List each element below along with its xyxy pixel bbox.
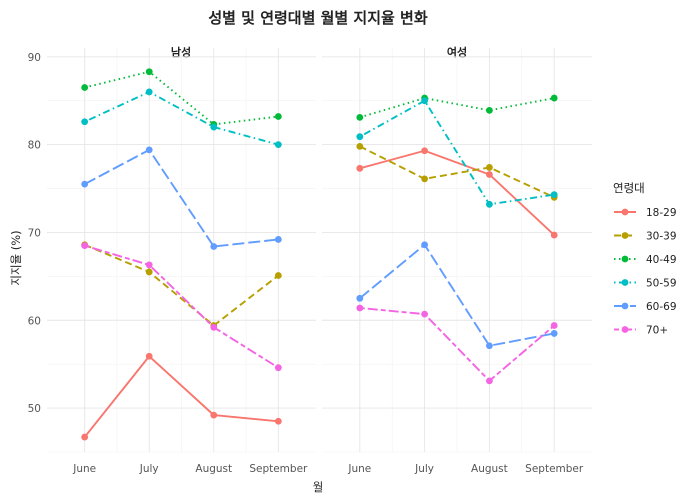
data-point-70+ [356, 304, 364, 312]
y-tick-label: 80 [28, 140, 41, 152]
x-tick-label: June [347, 463, 371, 475]
data-point-60-69 [145, 146, 153, 154]
legend-key-point [621, 255, 629, 263]
data-point-60-69 [210, 243, 218, 250]
data-point-18-29 [486, 171, 493, 178]
data-point-70+ [210, 323, 218, 331]
x-axis-ticks: June July August September June July August Sep… [72, 463, 584, 475]
data-point-30-39 [421, 175, 428, 183]
data-point-70+ [486, 377, 493, 385]
legend-item-30-39: 30-39 [614, 231, 677, 243]
data-point-50-59 [421, 97, 428, 105]
data-point-40-49 [145, 68, 153, 76]
legend-label: 60-69 [646, 301, 677, 313]
data-point-18-29 [356, 164, 364, 172]
legend-item-50-59: 50-59 [614, 278, 677, 290]
y-tick-label: 90 [28, 52, 41, 64]
data-point-60-69 [356, 294, 364, 302]
legend-item-18-29: 18-29 [614, 207, 677, 219]
data-point-18-29 [210, 411, 218, 419]
data-point-40-49 [356, 113, 364, 121]
series-line-50-59 [359, 99, 555, 206]
legend: 연령대 18-29 30-39 40-49 50-59 60-69 70+ [613, 181, 677, 337]
x-tick-label: September [249, 463, 308, 475]
data-point-50-59 [81, 118, 89, 126]
data-point-40-49 [550, 94, 558, 102]
legend-label: 18-29 [646, 207, 677, 219]
x-tick-label: June [72, 463, 96, 475]
data-point-60-69 [274, 236, 282, 243]
facet-label-left: 남성 [171, 45, 191, 59]
data-point-40-49 [486, 106, 493, 114]
data-point-18-29 [145, 352, 153, 360]
series-line-70+ [84, 244, 279, 369]
data-point-70+ [550, 322, 558, 329]
legend-key-point [621, 326, 629, 333]
y-tick-label: 60 [28, 315, 41, 327]
legend-key-point [621, 232, 629, 239]
data-point-30-39 [145, 268, 153, 276]
data-point-30-39 [486, 164, 493, 171]
data-point-50-59 [550, 191, 558, 199]
chart-title: 성별 및 연령대별 월별 지지율 변화 [208, 9, 428, 27]
series-line-60-69 [359, 243, 555, 347]
data-point-40-49 [81, 84, 89, 91]
data-point-50-59 [210, 123, 218, 131]
legend-item-70+: 70+ [614, 325, 668, 337]
x-tick-label: August [195, 463, 232, 475]
series-line-40-49 [359, 97, 555, 119]
x-tick-label: September [525, 463, 584, 475]
data-point-50-59 [356, 133, 364, 141]
x-tick-label: July [414, 463, 434, 475]
y-axis-ticks: 50 60 70 80 90 [28, 52, 41, 415]
data-point-50-59 [486, 200, 493, 208]
data-point-60-69 [486, 342, 493, 350]
series-line-70+ [359, 307, 555, 382]
data-point-70+ [145, 261, 153, 269]
series-line-30-39 [359, 145, 555, 199]
series-line-60-69 [84, 148, 279, 248]
y-tick-label: 70 [28, 227, 41, 239]
data-point-70+ [274, 364, 282, 372]
legend-label: 70+ [646, 325, 668, 337]
data-point-50-59 [274, 141, 282, 149]
data-point-30-39 [356, 142, 364, 150]
x-axis-title: 월 [313, 480, 324, 494]
series-line-30-39 [84, 243, 279, 327]
legend-label: 40-49 [646, 254, 677, 266]
data-point-70+ [421, 310, 428, 318]
legend-item-40-49: 40-49 [614, 254, 677, 266]
legend-label: 50-59 [646, 278, 677, 290]
panel-right: 여성 [322, 45, 592, 453]
series-line-18-29 [359, 149, 555, 236]
panel-left: 남성 [47, 45, 316, 453]
data-point-18-29 [421, 147, 428, 155]
data-point-40-49 [274, 113, 282, 120]
legend-label: 30-39 [646, 231, 677, 243]
data-point-50-59 [145, 88, 153, 96]
x-tick-label: August [471, 463, 508, 475]
series-line-50-59 [84, 90, 279, 146]
legend-key-point [621, 302, 629, 310]
data-point-18-29 [274, 417, 282, 425]
series-line-18-29 [83, 355, 279, 438]
legend-title: 연령대 [613, 181, 645, 195]
data-point-60-69 [550, 330, 558, 337]
data-point-60-69 [81, 180, 89, 188]
data-point-18-29 [81, 433, 89, 441]
data-point-30-39 [274, 272, 282, 279]
legend-key-point [621, 279, 629, 286]
legend-item-60-69: 60-69 [614, 301, 677, 313]
data-point-60-69 [421, 241, 428, 249]
data-point-18-29 [550, 231, 558, 239]
x-tick-label: July [139, 463, 159, 475]
y-axis-title: 지지율 (%) [9, 230, 23, 285]
legend-key-point [621, 208, 629, 216]
y-tick-label: 50 [28, 403, 41, 415]
data-point-70+ [81, 242, 89, 250]
